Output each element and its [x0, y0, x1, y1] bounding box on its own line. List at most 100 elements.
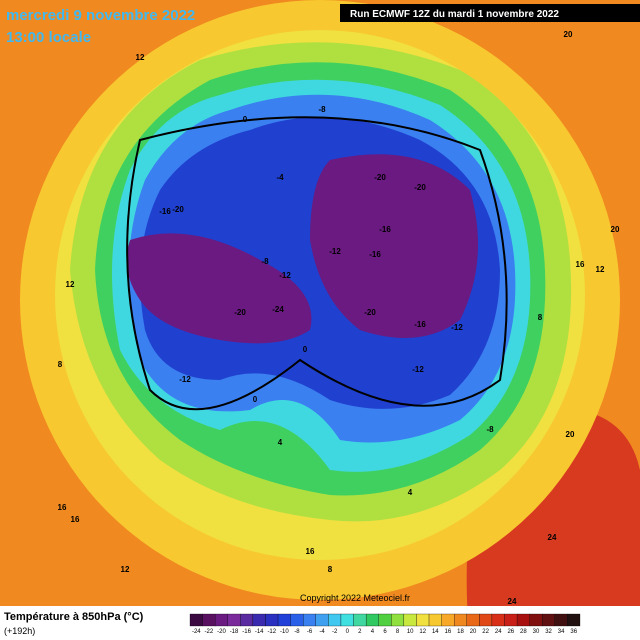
run-banner — [340, 4, 640, 22]
contour-label: -12 — [451, 323, 463, 332]
scale-swatch — [340, 613, 354, 627]
scale-swatch — [504, 613, 518, 627]
contour-label: 0 — [243, 115, 248, 124]
scale-label: 32 — [545, 629, 552, 635]
cold-core — [310, 154, 478, 338]
isotherm-line — [126, 116, 508, 411]
scale-swatch — [529, 613, 543, 627]
contour-label: -12 — [279, 271, 291, 280]
scale-label: -14 — [255, 629, 264, 635]
contour-label: -8 — [486, 425, 494, 434]
scale-label: 22 — [482, 629, 489, 635]
contour-label: 16 — [71, 515, 80, 524]
contour-label: 20 — [566, 430, 575, 439]
scale-label: -22 — [205, 629, 214, 635]
scale-label: 24 — [495, 629, 502, 635]
contour-label: 12 — [136, 53, 145, 62]
contour-label: -4 — [276, 173, 284, 182]
contour-label: -16 — [379, 225, 391, 234]
scale-swatch — [378, 613, 392, 627]
scale-label: -4 — [319, 629, 325, 635]
scale-label: -6 — [307, 629, 313, 635]
scale-swatch — [303, 613, 316, 627]
contour-label: 4 — [278, 438, 283, 447]
scale-label: 16 — [445, 629, 452, 635]
contour-label: -12 — [412, 365, 424, 374]
contour-label: 12 — [596, 265, 605, 274]
scale-label: -16 — [242, 629, 251, 635]
scale-swatch — [428, 613, 442, 627]
scale-swatch — [202, 613, 216, 627]
contour-label: 20 — [564, 30, 573, 39]
contour-label: -16 — [414, 320, 426, 329]
scale-swatch — [265, 613, 279, 627]
scale-label: -18 — [230, 629, 239, 635]
scale-label: 10 — [407, 629, 414, 635]
scale-label: -10 — [280, 629, 289, 635]
scale-swatch — [454, 613, 467, 627]
run-info: Run ECMWF 12Z du mardi 1 novembre 2022 — [350, 9, 559, 20]
scale-label: 2 — [358, 629, 362, 635]
copyright: Copyright 2022 Meteociel.fr — [300, 593, 410, 603]
contour-label: 16 — [58, 503, 67, 512]
scale-swatch — [227, 613, 241, 627]
scale-label: 8 — [396, 629, 400, 635]
scale-swatch — [403, 613, 417, 627]
scale-label: 18 — [457, 629, 464, 635]
color-scale: -24 -22 -20 -18 -16 -14 -12 -10 -8 -6 -4 -2 0 2 4 6 8 10 1… — [189, 613, 581, 635]
scale-swatch — [353, 613, 367, 627]
contour-label: -20 — [374, 173, 386, 182]
contour-label: 8 — [538, 313, 543, 322]
contour-label: -12 — [179, 375, 191, 384]
cold-core — [126, 233, 312, 344]
scale-label: -24 — [192, 629, 201, 635]
scale-swatch — [328, 613, 342, 627]
scale-swatch — [391, 613, 405, 627]
scale-swatch — [252, 613, 266, 627]
scale-label: 28 — [520, 629, 527, 635]
scale-swatch — [466, 613, 480, 627]
scale-swatch — [441, 613, 455, 627]
scale-label: -12 — [267, 629, 276, 635]
contour-label: -20 — [234, 308, 246, 317]
contour-label: -16 — [159, 207, 171, 216]
contour-labels: -20-20-16-16-12-12-8-8-20 -24 -20-16 -12-12… — [58, 30, 620, 606]
scale-label: -8 — [294, 629, 300, 635]
scale-label: -20 — [217, 629, 226, 635]
scale-label: 30 — [533, 629, 540, 635]
scale-label: 20 — [470, 629, 477, 635]
scale-swatch — [567, 613, 581, 627]
contour-label: 24 — [548, 533, 557, 542]
contour-label: 0 — [253, 395, 258, 404]
scale-swatch — [240, 613, 254, 627]
scale-label: 12 — [419, 629, 426, 635]
scale-label: 14 — [432, 629, 439, 635]
contour-label: -8 — [318, 105, 326, 114]
forecast-time: 13:00 locale — [6, 29, 91, 46]
scale-swatch — [479, 613, 493, 627]
scale-label: -2 — [332, 629, 338, 635]
contour-label: 8 — [58, 360, 63, 369]
contour-label: 20 — [611, 225, 620, 234]
contour-label: 12 — [66, 280, 75, 289]
scale-swatch — [554, 613, 568, 627]
contour-label: 16 — [576, 260, 585, 269]
scale-swatch — [365, 613, 379, 627]
lead-time: (+192h) — [4, 626, 35, 636]
contour-label: 8 — [328, 565, 333, 574]
scale-label: 26 — [507, 629, 514, 635]
contour-label: 4 — [408, 488, 413, 497]
contour-label: -20 — [364, 308, 376, 317]
contour-label: 16 — [306, 547, 315, 556]
contour-label: 0 — [303, 345, 308, 354]
scale-swatch — [416, 613, 430, 627]
scale-swatch — [215, 613, 228, 627]
scale-label: 0 — [346, 629, 350, 635]
scale-swatch — [516, 613, 530, 627]
scale-label: 6 — [383, 629, 387, 635]
scale-swatch — [542, 613, 555, 627]
contour-label: -24 — [272, 305, 284, 314]
contour-label: -12 — [329, 247, 341, 256]
scale-swatch — [315, 613, 329, 627]
